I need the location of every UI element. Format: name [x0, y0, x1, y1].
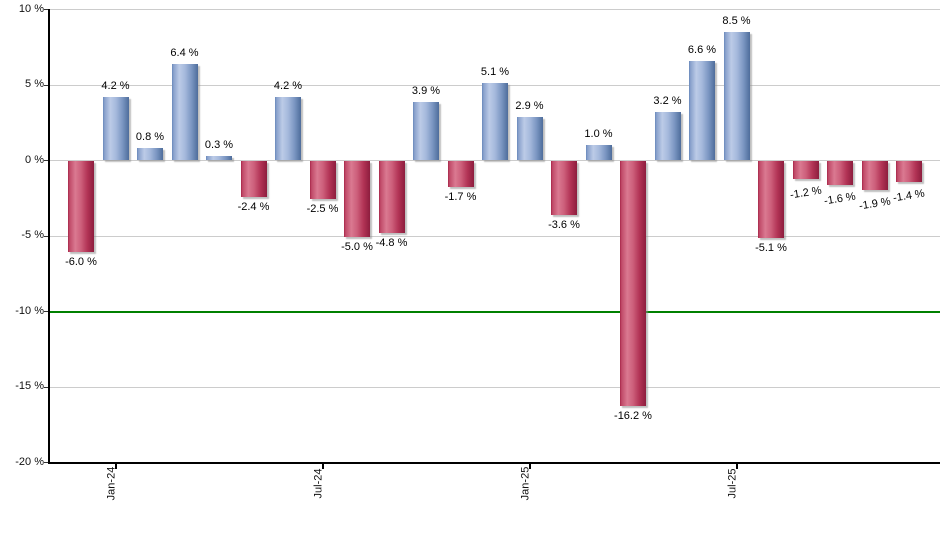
y-axis-tick-label: -5 %: [21, 229, 44, 241]
bar-value-label: -5.1 %: [755, 242, 787, 254]
bar-negative: [344, 161, 370, 237]
bar-value-label: 4.2 %: [273, 80, 303, 93]
y-axis-tick: [44, 84, 48, 86]
bar-negative: [447, 161, 474, 187]
y-axis-tick: [44, 311, 48, 312]
y-axis-tick-label: 10 %: [18, 2, 44, 15]
gridline: [50, 160, 940, 161]
x-axis-tick-label: Jan-25: [519, 466, 531, 501]
y-axis-tick: [44, 386, 48, 388]
bar-positive: [206, 155, 232, 161]
bar-negative: [551, 161, 577, 216]
bar-value-label: 5.1 %: [480, 66, 510, 79]
bar-positive: [137, 148, 163, 161]
y-axis-line: [48, 9, 50, 464]
y-axis-tick-label: 0 %: [25, 153, 44, 166]
bar-value-label: 3.2 %: [653, 95, 682, 108]
gridline: [50, 9, 940, 10]
bar-negative: [378, 161, 405, 234]
x-axis-tick-label: Jul-24: [312, 468, 324, 499]
bar-value-label: 3.9 %: [411, 84, 441, 97]
bar-positive: [413, 101, 439, 161]
bar-value-label: 0.3 %: [204, 138, 234, 151]
bar-value-label: 6.6 %: [687, 43, 717, 56]
y-axis-tick-label: 5 %: [25, 78, 44, 90]
gridline: [50, 386, 940, 388]
y-axis-tick: [44, 9, 48, 10]
bar-value-label: -4.8 %: [375, 237, 408, 250]
bar-value-label: 0.8 %: [135, 131, 165, 144]
y-axis-tick-label: -20 %: [15, 455, 44, 468]
bar-negative: [240, 161, 267, 198]
y-axis-tick: [44, 462, 48, 463]
bar-negative: [68, 161, 94, 252]
bar-value-label: 6.4 %: [170, 46, 199, 59]
bar-positive: [654, 112, 681, 161]
bar-value-label: -2.4 %: [237, 201, 270, 214]
bar-negative: [792, 161, 819, 180]
bar-positive: [482, 83, 508, 161]
bar-value-label: -16.2 %: [614, 409, 652, 422]
bar-value-label: -1.7 %: [444, 190, 477, 203]
bar-value-label: -6.0 %: [65, 255, 97, 268]
bar-positive: [102, 97, 129, 161]
bar-value-label: 1.0 %: [584, 128, 613, 141]
gridline: [50, 235, 940, 237]
bar-positive: [516, 116, 543, 161]
bar-positive: [171, 63, 198, 161]
bar-negative: [309, 161, 336, 199]
x-axis-tick-label: Jul-25: [726, 468, 738, 499]
bar-value-label: 2.9 %: [515, 99, 544, 112]
threshold-line: [50, 311, 940, 313]
bar-value-label: -2.5 %: [306, 202, 339, 215]
x-axis-tick: [736, 464, 738, 469]
y-axis-tick: [44, 160, 48, 161]
x-axis-tick: [322, 464, 324, 469]
bar-value-label: -5.0 %: [341, 240, 373, 253]
x-axis-line: [48, 462, 940, 464]
bar-positive: [689, 60, 715, 161]
bar-value-label: -3.6 %: [548, 219, 580, 232]
y-axis-tick-label: -15 %: [15, 380, 44, 392]
bar-negative: [827, 161, 853, 186]
bar-positive: [275, 97, 301, 161]
y-axis-tick-label: -10 %: [15, 304, 44, 317]
bar-negative: [758, 161, 784, 238]
x-axis-tick: [529, 464, 531, 469]
bar-value-label: 8.5 %: [722, 15, 751, 28]
y-axis-tick: [44, 235, 48, 237]
bar-negative: [896, 161, 922, 183]
bar-positive: [723, 32, 750, 161]
bar-negative: [620, 161, 646, 406]
x-axis-tick-label: Jan-24: [105, 466, 117, 501]
x-axis-tick: [115, 464, 117, 469]
bar-value-label: 4.2 %: [101, 80, 130, 93]
bar-positive: [585, 145, 612, 161]
bar-negative: [861, 161, 888, 190]
